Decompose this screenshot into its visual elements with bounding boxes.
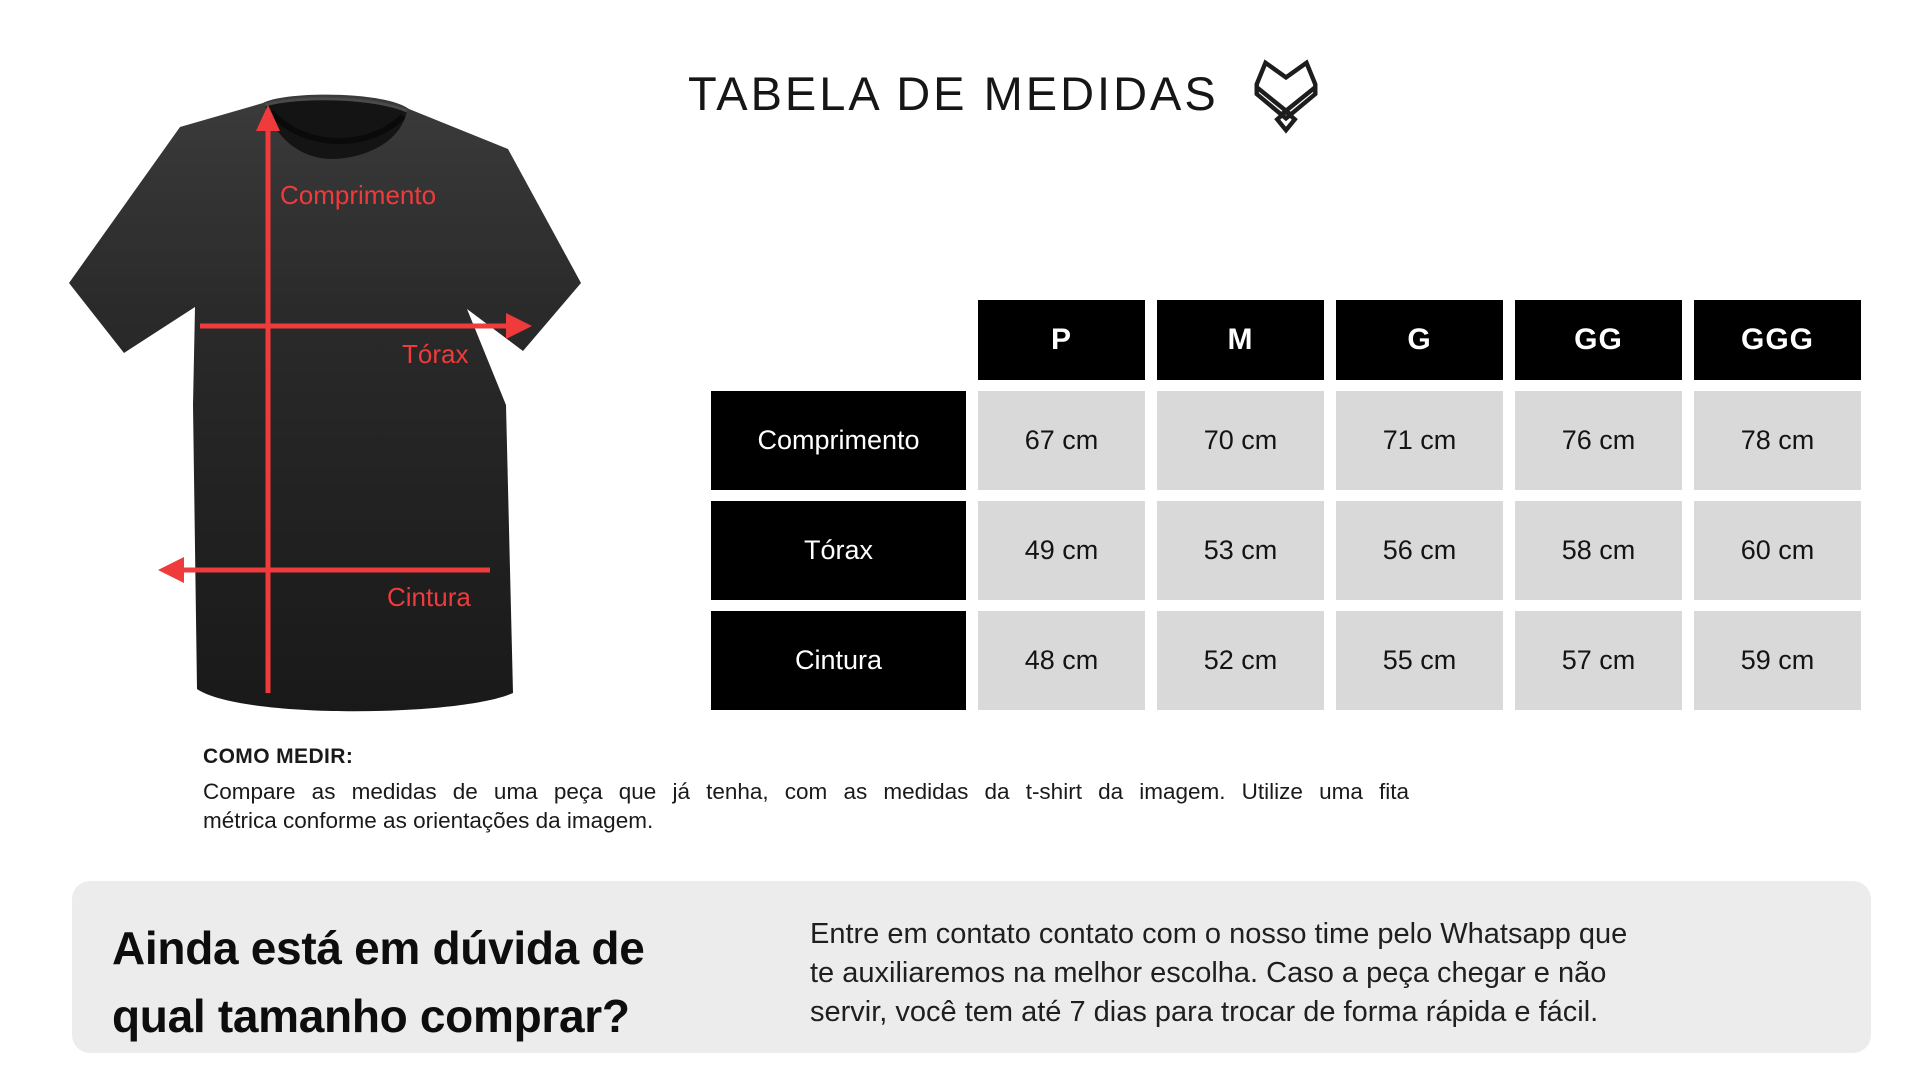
- value-cintura-m: 52 cm: [1157, 611, 1324, 710]
- size-header-g: G: [1336, 300, 1503, 380]
- tshirt-collar-shadow: [268, 109, 406, 144]
- size-header-m: M: [1157, 300, 1324, 380]
- table-corner-spacer: [711, 300, 966, 380]
- how-to-measure-line-2: métrica conforme as orientações da image…: [203, 808, 654, 833]
- row-label-comprimento: Comprimento: [711, 391, 966, 490]
- tshirt-measure-diagram: Comprimento Tórax Cintura: [69, 94, 581, 712]
- value-torax-gg: 58 cm: [1515, 501, 1682, 600]
- size-header-ggg: GGG: [1694, 300, 1861, 380]
- help-heading-line-2: qual tamanho comprar?: [112, 990, 630, 1042]
- help-box-text: Entre em contato contato com o nosso tim…: [810, 915, 1790, 1032]
- value-cintura-p: 48 cm: [978, 611, 1145, 710]
- length-label: Comprimento: [280, 180, 436, 210]
- help-box-heading: Ainda está em dúvida de qual tamanho com…: [112, 914, 645, 1050]
- waist-arrow-head-left: [158, 557, 184, 583]
- tshirt-graphic: [69, 94, 581, 712]
- value-comprimento-p: 67 cm: [978, 391, 1145, 490]
- fox-nose: [1274, 108, 1298, 134]
- fox-logo-icon: [1254, 59, 1318, 134]
- help-text-line-3: servir, você tem até 7 dias para trocar …: [810, 996, 1599, 1028]
- how-to-measure-title: COMO MEDIR:: [203, 745, 354, 768]
- how-to-measure-line-1: Compare as medidas de uma peça que já te…: [203, 779, 1409, 804]
- value-torax-g: 56 cm: [1336, 501, 1503, 600]
- chest-arrow-head-right: [506, 313, 532, 339]
- chest-label: Tórax: [402, 339, 468, 369]
- size-table: P M G GG GGG Comprimento 67 cm 70 cm 71 …: [711, 300, 1861, 710]
- value-comprimento-gg: 76 cm: [1515, 391, 1682, 490]
- fox-head-outline: [1254, 59, 1318, 122]
- row-label-torax: Tórax: [711, 501, 966, 600]
- size-header-gg: GG: [1515, 300, 1682, 380]
- help-text-line-2: te auxiliaremos na melhor escolha. Caso …: [810, 957, 1607, 989]
- value-torax-p: 49 cm: [978, 501, 1145, 600]
- length-arrow-head-up: [256, 105, 280, 131]
- value-torax-ggg: 60 cm: [1694, 501, 1861, 600]
- value-cintura-g: 55 cm: [1336, 611, 1503, 710]
- tshirt-collar-rim: [264, 97, 408, 113]
- size-header-p: P: [978, 300, 1145, 380]
- help-text-line-1: Entre em contato contato com o nosso tim…: [810, 918, 1628, 950]
- value-torax-m: 53 cm: [1157, 501, 1324, 600]
- waist-label: Cintura: [387, 582, 471, 612]
- size-doubt-help-box: Ainda está em dúvida de qual tamanho com…: [72, 881, 1871, 1053]
- value-comprimento-g: 71 cm: [1336, 391, 1503, 490]
- tshirt-collar-opening: [265, 98, 407, 159]
- value-cintura-gg: 57 cm: [1515, 611, 1682, 710]
- value-comprimento-m: 70 cm: [1157, 391, 1324, 490]
- help-heading-line-1: Ainda está em dúvida de: [112, 922, 645, 974]
- value-comprimento-ggg: 78 cm: [1694, 391, 1861, 490]
- how-to-measure-section: COMO MEDIR: Compare as medidas de uma pe…: [203, 744, 1409, 835]
- page-title: TABELA DE MEDIDAS: [688, 67, 1219, 120]
- row-label-cintura: Cintura: [711, 611, 966, 710]
- value-cintura-ggg: 59 cm: [1694, 611, 1861, 710]
